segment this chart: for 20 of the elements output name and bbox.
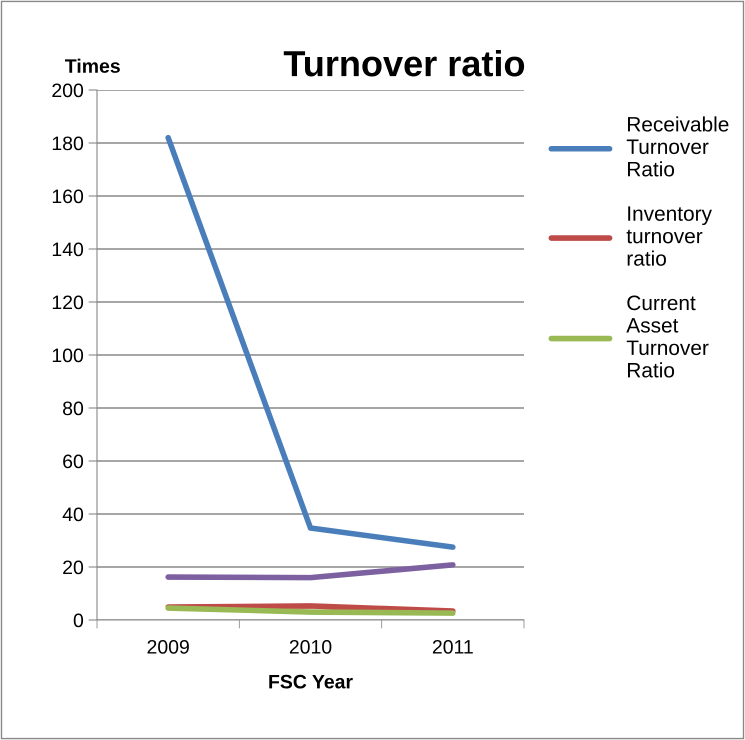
y-tick-label: 100 <box>52 348 84 362</box>
legend-label: Current Asset Turnover Ratio <box>626 295 709 378</box>
legend-label: Receivable Turnover Ratio <box>626 116 728 177</box>
y-tick-label: 200 <box>52 83 84 98</box>
x-tick-label: 2009 <box>148 640 189 654</box>
x-tick-label: 2011 <box>432 640 473 654</box>
legend-label: Inventory turnover ratio <box>626 206 712 266</box>
x-tick-label: 2010 <box>290 640 332 654</box>
y-tick-label: 60 <box>63 454 84 468</box>
x-axis-title: FSC Year <box>269 674 353 689</box>
y-tick-label: 140 <box>52 242 84 256</box>
y-tick-label: 0 <box>74 613 84 628</box>
y-tick-label: 120 <box>52 295 84 310</box>
chart-title: Turnover ratio <box>284 50 524 76</box>
y-tick-label: 80 <box>63 401 84 416</box>
y-axis-title: Times <box>65 58 120 73</box>
y-tick-label: 180 <box>52 136 84 150</box>
y-tick-label: 160 <box>52 189 84 204</box>
y-tick-label: 40 <box>62 507 84 522</box>
y-tick-label: 20 <box>63 560 84 574</box>
